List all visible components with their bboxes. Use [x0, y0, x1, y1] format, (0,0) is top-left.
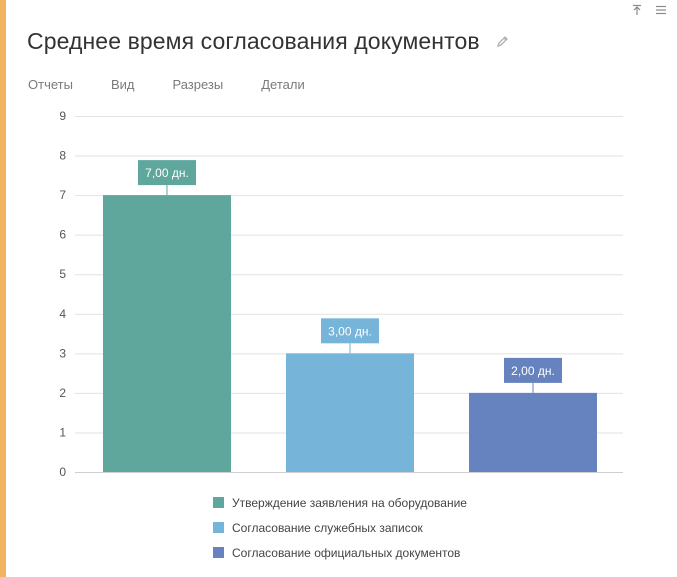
bar[interactable] [469, 392, 597, 472]
legend-item[interactable]: Утверждение заявления на оборудование [213, 490, 467, 515]
tab-details[interactable]: Детали [261, 77, 305, 92]
pin-icon[interactable] [631, 4, 643, 20]
legend-swatch [213, 547, 224, 558]
y-tick-label: 7 [59, 188, 66, 202]
legend-item[interactable]: Согласование официальных документов [213, 540, 467, 565]
legend-swatch [213, 522, 224, 533]
bar[interactable] [103, 195, 231, 472]
legend-label: Согласование официальных документов [232, 545, 461, 560]
top-toolbar [631, 4, 667, 20]
tab-slices[interactable]: Разрезы [172, 77, 224, 92]
accent-bar [0, 0, 6, 577]
y-tick-label: 5 [59, 267, 66, 281]
y-tick-label: 6 [59, 228, 66, 242]
title-row: Среднее время согласования документов [27, 28, 509, 55]
legend-item[interactable]: Согласование служебных записок [213, 515, 467, 540]
data-label-box [504, 357, 562, 383]
data-label: 2,00 дн. [511, 364, 555, 378]
page-title: Среднее время согласования документов [27, 28, 480, 54]
y-tick-label: 4 [59, 307, 66, 321]
pencil-icon[interactable] [496, 35, 509, 53]
chart-legend: Утверждение заявления на оборудование Сог… [213, 490, 467, 565]
y-tick-label: 2 [59, 386, 66, 400]
legend-label: Утверждение заявления на оборудование [232, 495, 467, 510]
y-tick-label: 3 [59, 346, 66, 360]
y-tick-label: 0 [59, 465, 66, 479]
y-tick-label: 9 [59, 109, 66, 123]
data-label-box [138, 160, 196, 186]
legend-swatch [213, 497, 224, 508]
legend-label: Согласование служебных записок [232, 520, 423, 535]
bar-chart: 0 1 2 3 4 5 6 7 8 9 7,00 дн. 3,00 дн. 2,00 дн. [59, 109, 623, 479]
tab-reports[interactable]: Отчеты [28, 77, 73, 92]
y-tick-label: 1 [59, 425, 66, 439]
data-label: 3,00 дн. [328, 324, 372, 338]
data-label: 7,00 дн. [145, 166, 189, 180]
tab-view[interactable]: Вид [110, 77, 135, 92]
y-tick-label: 8 [59, 149, 66, 163]
tabs-bar: Отчеты Вид Разрезы Детали [28, 77, 343, 92]
bar[interactable] [286, 353, 414, 472]
hamburger-menu-icon[interactable] [655, 4, 667, 20]
data-label-box [321, 318, 379, 344]
